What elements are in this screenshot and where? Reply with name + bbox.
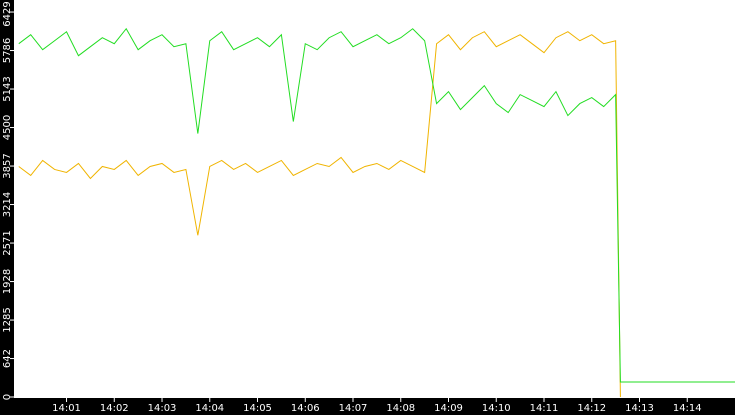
x-tick-label: 14:10 [482,403,511,414]
y-tick-label: 2571 [2,230,13,255]
series-line [18,31,621,398]
y-tick-label: 6429 [2,1,13,26]
x-tick-label: 14:04 [195,403,224,414]
x-tick-label: 14:13 [625,403,654,414]
x-tick-label: 14:11 [530,403,559,414]
series-line [18,27,735,383]
x-tick-label: 14:09 [434,403,463,414]
y-tick-label: 642 [2,349,13,368]
y-tick-label: 4500 [2,115,13,140]
x-tick-label: 14:06 [291,403,320,414]
x-tick-label: 14:14 [673,403,702,414]
y-tick-label: 3214 [2,192,13,217]
x-tick-label: 14:01 [52,403,81,414]
y-tick-label: 1928 [2,269,13,294]
y-tick-label: 5143 [2,76,13,101]
x-axis-strip [0,398,735,415]
y-axis-strip [0,0,14,415]
y-tick-label: 1285 [2,307,13,332]
x-tick-label: 14:08 [386,403,415,414]
x-tick-label: 14:03 [148,403,177,414]
x-tick-label: 14:07 [339,403,368,414]
y-tick-label: 0 [2,394,13,400]
x-tick-label: 14:12 [577,403,606,414]
x-tick-label: 14:05 [243,403,272,414]
x-tick-label: 14:02 [100,403,129,414]
y-tick-label: 3857 [2,153,13,178]
y-tick-label: 5786 [2,38,13,63]
